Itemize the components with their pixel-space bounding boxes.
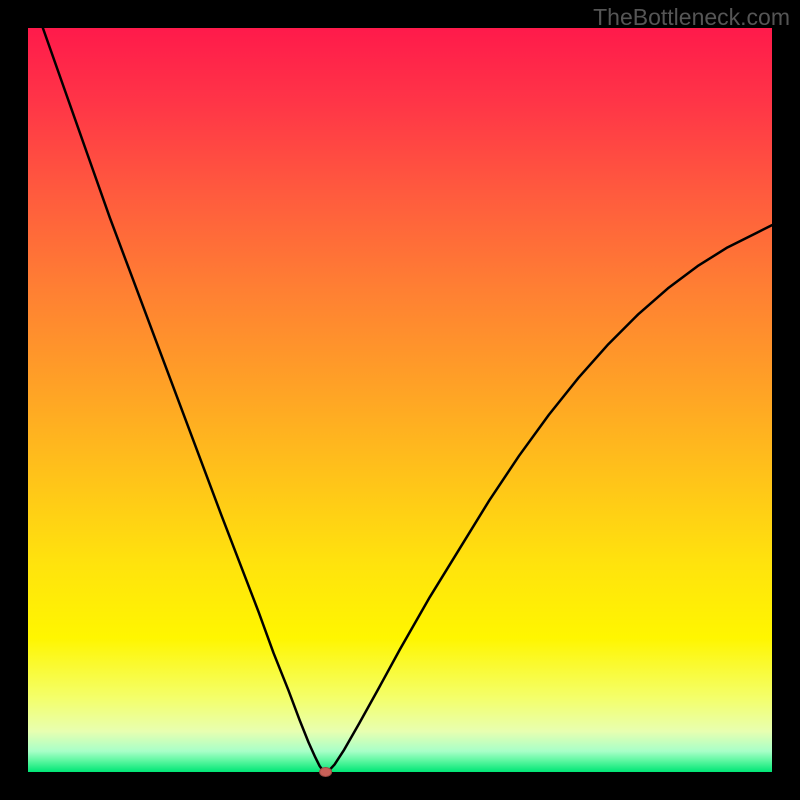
watermark-text: TheBottleneck.com [593, 4, 790, 31]
minimum-marker [320, 768, 332, 777]
chart-frame: TheBottleneck.com [0, 0, 800, 800]
plot-background [28, 28, 772, 772]
chart-svg [0, 0, 800, 800]
